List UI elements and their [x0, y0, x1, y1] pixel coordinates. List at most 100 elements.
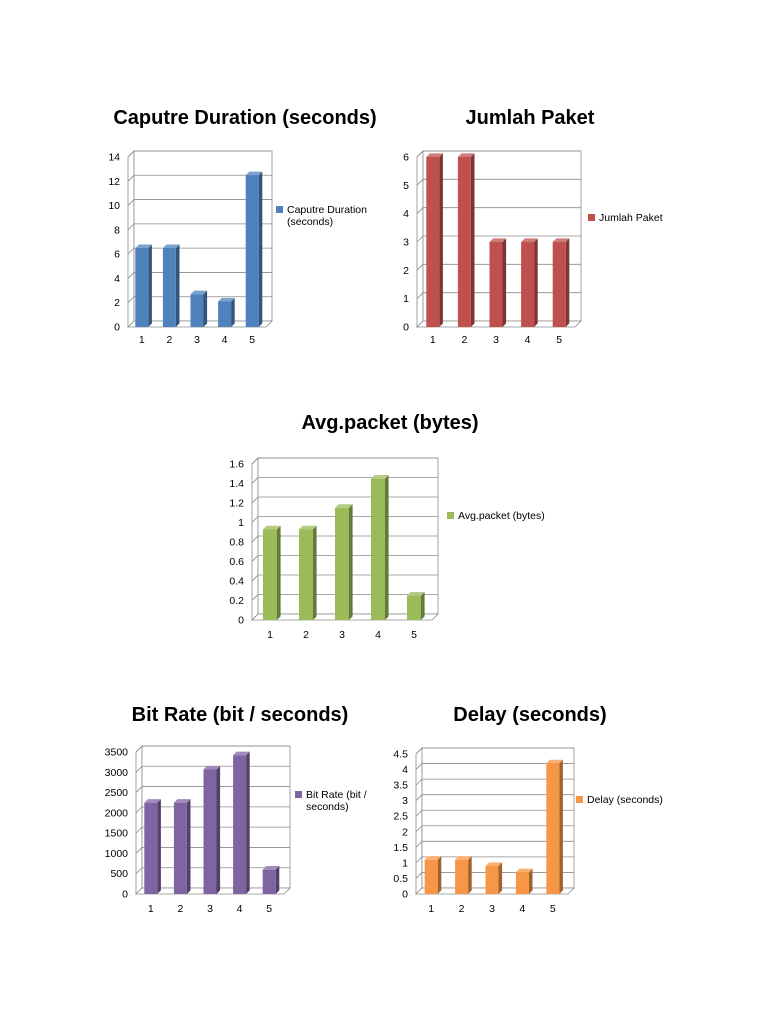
bar-side	[246, 751, 250, 894]
bar-front	[173, 802, 187, 894]
bar-top	[262, 866, 280, 870]
gridline	[127, 174, 272, 182]
bar-front	[299, 529, 313, 620]
bar-top	[218, 297, 235, 302]
bar	[162, 244, 180, 327]
bar-front	[426, 157, 440, 327]
bar-side	[534, 238, 538, 327]
bar-front	[424, 859, 438, 894]
bar	[135, 244, 152, 327]
gridline	[127, 223, 272, 231]
y-tick-label: 0	[238, 615, 244, 627]
y-tick-label: 3.5	[393, 780, 408, 792]
bar-front	[521, 242, 535, 327]
bar	[457, 153, 475, 327]
y-tick-label: 5	[403, 180, 409, 192]
bar-side	[385, 475, 389, 620]
gridline	[415, 778, 574, 786]
chart-plot: 0 0.2 0.4 0.6 0.8 1 1.2 1.4 1.6 1 2 3 4 5 Avg.packet (…	[229, 457, 545, 641]
bar	[489, 238, 507, 327]
bar-top	[233, 751, 250, 756]
x-tick-label: 1	[267, 629, 273, 641]
y-tick-label: 6	[114, 249, 120, 261]
bar	[521, 238, 538, 327]
y-tick-label: 3	[402, 795, 408, 807]
x-tick-label: 5	[411, 629, 417, 641]
bar-front	[371, 478, 385, 620]
bar	[299, 525, 317, 620]
bar	[173, 799, 191, 894]
y-tick-label: 0	[402, 889, 408, 901]
side-wall	[127, 150, 135, 328]
bar	[455, 856, 472, 894]
gridline	[127, 199, 272, 206]
y-tick-label: 4.5	[393, 749, 408, 761]
bar-top	[455, 856, 472, 860]
bar	[262, 866, 280, 894]
bar	[371, 475, 389, 620]
gridline	[416, 207, 581, 214]
chart-plot: 0 1 2 3 4 5 6 1 2 3 4 5 Jumlah Paket	[403, 150, 663, 346]
bar-front	[162, 248, 176, 327]
y-tick-label: 1500	[105, 828, 129, 840]
x-tick-label: 2	[461, 334, 467, 346]
bar	[424, 856, 442, 894]
y-tick-label: 1	[402, 857, 408, 869]
chart-delay: Delay (seconds) 0 0.5 1 1.5 2 2.5 3 3.5 4 4.5 1 2 3 4…	[380, 702, 680, 922]
bar-side	[421, 592, 425, 620]
bar-side	[502, 238, 507, 327]
bar	[218, 297, 235, 327]
bar-top	[162, 244, 180, 249]
bar-side	[216, 765, 221, 894]
bar-front	[552, 242, 566, 327]
bar-front	[218, 301, 232, 327]
bar	[426, 153, 443, 327]
bar-front	[245, 175, 259, 327]
legend-swatch	[276, 206, 283, 213]
x-tick-label: 3	[339, 629, 345, 641]
bar-top	[515, 868, 533, 873]
bar-front	[515, 872, 529, 894]
x-tick-label: 1	[428, 903, 434, 915]
bar	[485, 862, 503, 894]
bar-side	[231, 297, 235, 327]
bar-front	[263, 529, 277, 620]
y-tick-label: 1.5	[393, 842, 408, 854]
y-tick-label: 4	[402, 764, 408, 776]
chart-plot: 0 500 1000 1500 2000 2500 3000 3500 1 2 3 4 5 Bit Rat…	[105, 745, 367, 915]
bar-top	[489, 238, 507, 242]
chart-title: Bit Rate (bit / seconds)	[131, 704, 349, 726]
y-tick-label: 0.8	[229, 537, 244, 549]
bar-top	[457, 153, 475, 157]
y-tick-label: 3	[403, 237, 409, 249]
bar-top	[335, 504, 353, 508]
gridline	[127, 272, 272, 279]
bar-front	[407, 595, 421, 620]
x-tick-label: 3	[207, 903, 213, 915]
legend: Bit Rate (bit /seconds)	[295, 789, 367, 813]
bar-side	[258, 171, 263, 327]
gridline	[127, 296, 272, 303]
legend-label: seconds)	[306, 801, 349, 813]
bar	[245, 171, 263, 327]
bar-top	[263, 525, 281, 530]
bar-top	[485, 862, 503, 866]
bar-front	[489, 242, 503, 327]
bar-top	[407, 592, 425, 596]
x-tick-label: 4	[222, 334, 228, 346]
bar-side	[439, 153, 443, 327]
bar	[335, 504, 353, 620]
y-tick-label: 6	[403, 152, 409, 164]
x-tick-label: 4	[519, 903, 525, 915]
x-tick-label: 2	[303, 629, 309, 641]
legend-swatch	[576, 796, 583, 803]
y-tick-label: 1	[403, 293, 409, 305]
bar-top	[203, 765, 221, 770]
bar	[546, 759, 563, 894]
gridline	[416, 178, 581, 186]
bar-side	[468, 856, 472, 894]
bar-front	[262, 869, 276, 894]
legend: Avg.packet (bytes)	[447, 510, 545, 522]
bar	[407, 592, 425, 620]
